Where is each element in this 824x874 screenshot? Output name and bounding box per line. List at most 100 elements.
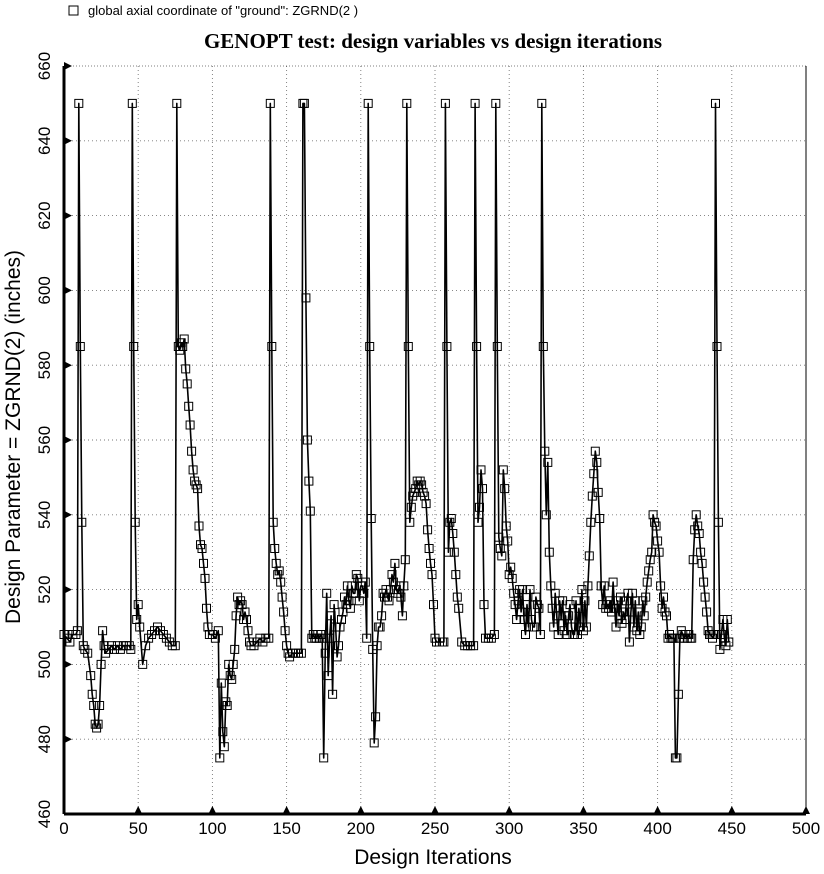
data-point-marker xyxy=(184,401,194,411)
y-tick-mark xyxy=(64,510,72,519)
y-tick-label: 640 xyxy=(35,127,54,155)
data-point-marker xyxy=(399,581,409,591)
data-point-marker xyxy=(476,465,486,475)
data-point-marker xyxy=(449,547,459,557)
data-point-marker xyxy=(590,446,600,456)
data-point-marker xyxy=(507,573,517,583)
data-point-marker xyxy=(580,596,590,606)
data-point-marker xyxy=(713,517,723,527)
data-point-marker xyxy=(443,547,453,557)
data-point-marker xyxy=(305,506,315,516)
y-tick-mark xyxy=(64,361,72,370)
data-point-marker xyxy=(83,648,93,658)
data-point-marker xyxy=(687,633,697,643)
data-point-marker xyxy=(95,701,105,710)
data-point-marker xyxy=(406,502,416,512)
y-axis-label: Design Parameter = ZGRND(2) (inches) xyxy=(2,250,25,624)
data-point-marker xyxy=(608,577,618,587)
data-point-marker xyxy=(304,476,314,486)
data-point-marker xyxy=(525,585,535,595)
y-tick-mark xyxy=(64,62,72,70)
x-tick-label: 100 xyxy=(198,819,226,838)
data-point-marker xyxy=(325,633,335,643)
data-point-marker xyxy=(538,342,548,351)
data-point-marker xyxy=(624,637,634,647)
data-point-marker xyxy=(188,465,198,475)
data-point-marker xyxy=(722,615,732,624)
data-point-marker xyxy=(427,570,437,580)
data-point-marker xyxy=(227,674,237,684)
data-point-marker xyxy=(93,719,103,729)
data-point-marker xyxy=(543,457,553,467)
data-point-marker xyxy=(452,592,462,602)
data-point-marker xyxy=(529,622,539,632)
data-point-marker xyxy=(265,98,275,108)
x-tick-label: 50 xyxy=(129,819,148,838)
data-point-marker xyxy=(138,659,148,669)
data-point-marker xyxy=(222,701,232,710)
data-point-marker xyxy=(654,547,664,557)
data-point-marker xyxy=(193,484,203,494)
data-point-marker xyxy=(372,641,382,651)
data-point-marker xyxy=(472,342,482,351)
data-point-marker xyxy=(179,334,189,344)
data-point-marker xyxy=(688,555,698,565)
data-point-marker xyxy=(478,484,487,494)
data-point-marker xyxy=(641,592,651,602)
data-point-marker xyxy=(302,435,312,445)
data-point-marker xyxy=(362,633,372,643)
data-point-marker xyxy=(329,600,339,610)
data-point-marker xyxy=(185,420,195,430)
x-tick-mark xyxy=(802,806,810,814)
data-point-marker xyxy=(87,689,97,699)
data-point-marker xyxy=(194,521,204,531)
data-point-marker xyxy=(448,529,458,538)
data-point-marker xyxy=(673,689,683,699)
data-point-marker xyxy=(74,98,84,108)
data-point-marker xyxy=(518,585,528,595)
data-point-marker xyxy=(724,637,734,647)
data-point-marker xyxy=(626,607,636,617)
data-point-marker xyxy=(276,577,286,587)
x-tick-label: 0 xyxy=(59,819,68,838)
legend-marker xyxy=(68,5,79,16)
x-tick-label: 150 xyxy=(272,819,300,838)
data-point-marker xyxy=(72,626,82,636)
x-tick-label: 350 xyxy=(569,819,597,838)
data-point-marker xyxy=(371,712,381,722)
data-point-marker xyxy=(126,644,136,654)
data-point-marker xyxy=(534,603,544,613)
y-tick-label: 480 xyxy=(35,725,54,753)
data-point-marker xyxy=(129,342,139,351)
y-tick-mark xyxy=(64,585,72,594)
data-point-marker xyxy=(366,514,376,523)
data-point-marker xyxy=(599,581,609,591)
plot-area: 0 50 100 150 200 250 300 350 400 450 500 460 480 500 5… xyxy=(35,52,820,838)
data-point-marker xyxy=(639,611,649,621)
data-point-marker xyxy=(230,644,240,654)
data-point-marker xyxy=(375,622,385,632)
x-tick-label: 450 xyxy=(718,819,746,838)
data-point-marker xyxy=(592,457,602,467)
data-point-marker xyxy=(498,465,508,475)
y-tick-label: 520 xyxy=(35,575,54,603)
x-tick-mark xyxy=(282,806,291,814)
data-point-marker xyxy=(442,342,452,351)
data-point-marker xyxy=(296,648,306,658)
data-point-marker xyxy=(280,626,290,636)
data-point-marker xyxy=(369,738,379,748)
x-tick-label: 500 xyxy=(792,819,820,838)
data-point-marker xyxy=(446,514,456,523)
data-point-marker xyxy=(86,671,96,681)
data-point-marker xyxy=(181,364,191,374)
data-point-marker xyxy=(501,521,511,531)
data-point-marker xyxy=(130,517,140,527)
data-point-marker xyxy=(647,547,657,557)
data-point-marker xyxy=(127,98,137,108)
data-point-marker xyxy=(270,544,280,553)
data-point-marker xyxy=(328,689,338,699)
data-point-marker xyxy=(495,544,505,553)
y-tick-label: 600 xyxy=(35,276,54,304)
data-point-marker xyxy=(651,521,661,531)
